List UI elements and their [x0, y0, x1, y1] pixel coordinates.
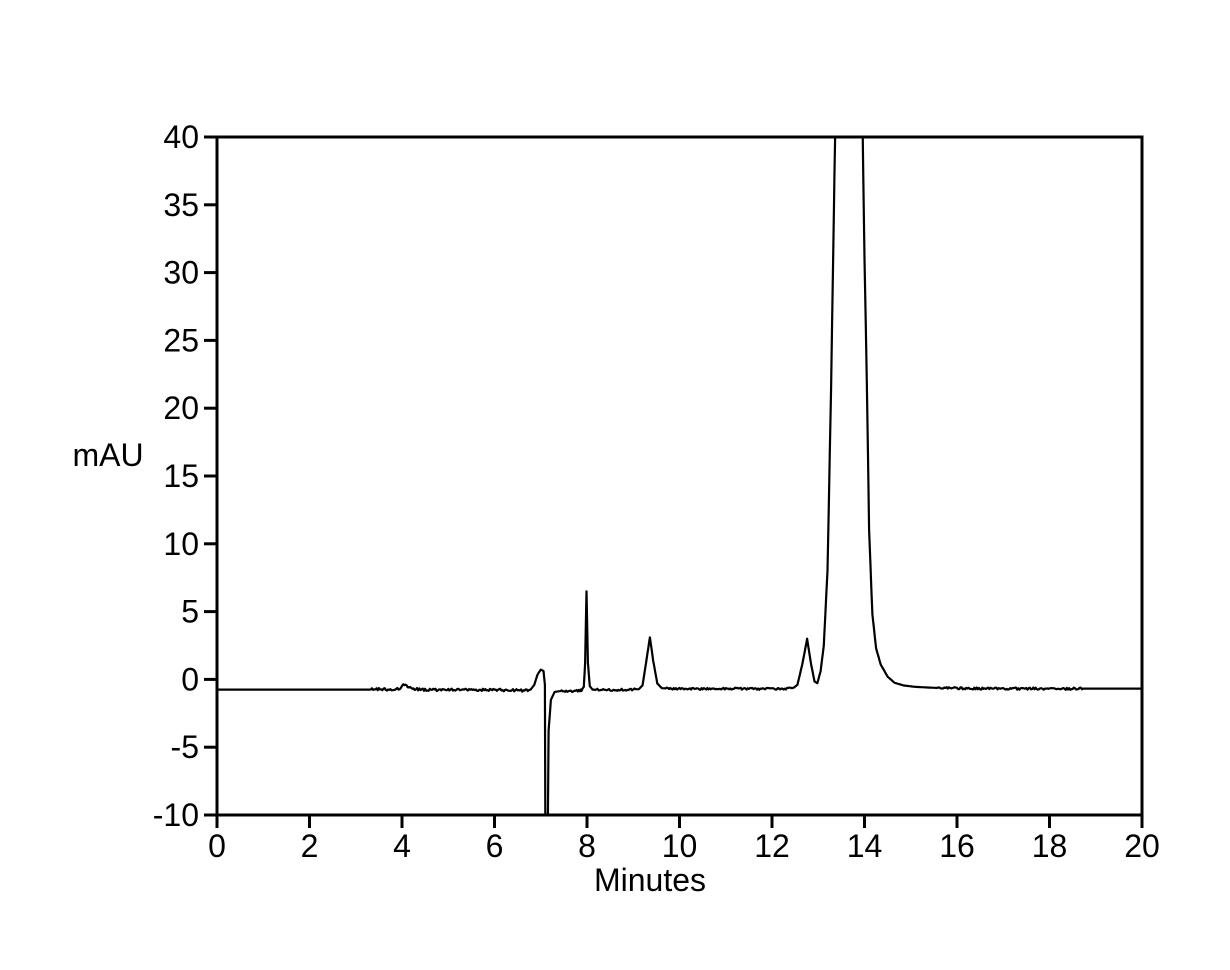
y-tick-label: 10	[163, 526, 199, 562]
x-tick-label: 4	[393, 828, 411, 864]
y-tick-label: 15	[163, 458, 199, 494]
x-tick-label: 8	[578, 828, 596, 864]
y-tick-label: 25	[163, 322, 199, 358]
x-axis-title: Minutes	[593, 862, 707, 898]
x-tick-label: 2	[301, 828, 319, 864]
x-tick-label: 0	[208, 828, 226, 864]
x-tick-label: 12	[754, 828, 790, 864]
y-tick-label: 40	[163, 119, 199, 155]
plot-frame	[215, 135, 1144, 817]
x-tick-label: 14	[847, 828, 883, 864]
y-tick-label: 0	[181, 661, 199, 697]
y-axis-title: mAU	[72, 437, 144, 473]
y-tick-label: 5	[181, 594, 199, 630]
y-tick-label: 20	[163, 390, 199, 426]
y-tick-label: 30	[163, 255, 199, 291]
x-tick-label: 20	[1124, 828, 1160, 864]
y-tick-label: -10	[153, 797, 199, 833]
x-tick-label: 16	[939, 828, 975, 864]
x-tick-label: 6	[486, 828, 504, 864]
x-tick-label: 10	[662, 828, 698, 864]
y-tick-label: -5	[171, 729, 199, 765]
x-tick-label: 18	[1032, 828, 1068, 864]
trace-path	[217, 137, 1142, 815]
y-tick-label: 35	[163, 187, 199, 223]
